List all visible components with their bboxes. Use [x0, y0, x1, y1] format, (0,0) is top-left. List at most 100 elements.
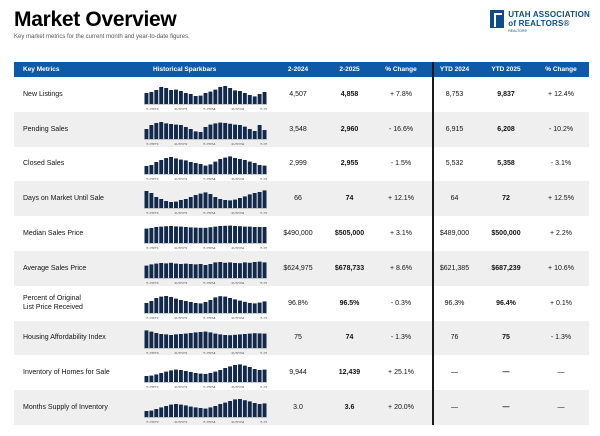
- sparkbar: [252, 303, 257, 313]
- sparkbar: [193, 373, 198, 383]
- value-ytd-curr: 6,208: [497, 125, 515, 133]
- value-month-change: - 1.3%: [390, 334, 412, 342]
- sparkbar: [144, 411, 149, 418]
- sparkbar: [208, 124, 213, 139]
- header-ytd-curr: YTD 2025: [491, 66, 521, 73]
- value-ytd-prev: 96.3%: [444, 299, 465, 307]
- sparkbar: [228, 297, 233, 313]
- table-row: Housing Affordability Index 2-2023 8-2023 2…: [14, 320, 589, 356]
- value-ytd-change: - 1.3%: [550, 334, 572, 342]
- sparkbar-tick-label: 8-2023: [175, 315, 188, 319]
- header-ytd-prev: YTD 2024: [439, 66, 470, 73]
- sparkbar: [228, 88, 233, 104]
- sparkbar: [242, 400, 247, 418]
- sparkbar: [247, 401, 252, 418]
- value-prev-month: 96.8%: [288, 299, 308, 307]
- metric-label: Inventory of Homes for Sale: [23, 368, 142, 377]
- sparkbar: [213, 297, 218, 313]
- sparkbar-tick-label: 8-2024: [232, 141, 245, 145]
- sparkbar-tick-label: 8-2023: [175, 141, 188, 145]
- metric-label-line: Median Sales Price: [23, 230, 84, 238]
- metric-label: Days on Market Until Sale: [23, 194, 142, 203]
- table-row: Closed Sales2-20238-20232-20248-20242-20…: [14, 147, 589, 182]
- sparkbar: [228, 155, 233, 174]
- sparkbar: [183, 405, 188, 418]
- sparkbar: [257, 94, 262, 104]
- sparkbar: [237, 364, 242, 383]
- value-curr-month: 4,858: [340, 90, 359, 98]
- sparkbar: [223, 402, 228, 418]
- sparkbar-tick-label: 8-2023: [175, 350, 188, 354]
- sparkbar: [144, 329, 149, 348]
- sparkbar: [203, 165, 208, 174]
- sparkbar: [154, 197, 159, 209]
- sparkbar: [154, 263, 159, 278]
- metric-label: Median Sales Price: [23, 229, 142, 238]
- sparkbar: [218, 333, 223, 348]
- sparkbar: [169, 156, 174, 174]
- metric-name: New Listings: [14, 90, 142, 99]
- sparkbar: [223, 296, 228, 313]
- sparkbar: [198, 303, 203, 313]
- metric-label-line: Percent of Original: [23, 295, 81, 303]
- sparkbar: [188, 94, 193, 104]
- sparkbar-cell: 2-2023 8-2023 2-2024 8-2024 2-2025: [142, 251, 269, 286]
- value-ytd-change: + 0.1%: [550, 299, 572, 307]
- logo-line-1: UTAH ASSOCIATION: [508, 10, 590, 19]
- sparkbar: [144, 376, 149, 383]
- sparkbar: [252, 369, 257, 383]
- page-title: Market Overview: [14, 8, 177, 31]
- sparkbar: [149, 124, 154, 139]
- value-ytd-curr: $500,000: [491, 230, 521, 238]
- sparkbar: [237, 91, 242, 104]
- value-ytd-prev: 5,532: [445, 160, 464, 168]
- sparkbar: [252, 193, 257, 209]
- sparkbar-tick-label: 8-2023: [175, 211, 188, 215]
- sparkbar: [164, 226, 169, 244]
- sparkbar-tick-label: 2-2025: [260, 176, 267, 180]
- sparkbar: [242, 196, 247, 209]
- sparkbar: [262, 165, 267, 174]
- sparkbar: [252, 130, 257, 139]
- sparkbar-chart: 2-2023 8-2023 2-2024 8-2024 2-2025: [144, 364, 267, 388]
- sparkbar: [159, 199, 164, 209]
- metric-label-line: New Listings: [23, 90, 63, 98]
- sparkbar: [213, 371, 218, 383]
- sparkbar: [144, 302, 149, 313]
- sparkbar: [237, 158, 242, 174]
- sparkbar: [188, 263, 193, 278]
- sparkbar: [169, 334, 174, 348]
- metric-label: New Listings: [23, 90, 142, 99]
- sparkbar: [247, 262, 252, 278]
- sparkbar: [164, 263, 169, 278]
- sparkbar: [262, 301, 267, 313]
- value-curr-month: 3.6: [344, 404, 355, 412]
- sparkbar: [188, 372, 193, 383]
- value-ytd-prev: 76: [450, 334, 459, 342]
- value-prev-month: 66: [294, 195, 302, 203]
- sparkbar: [193, 227, 198, 244]
- value-ytd-curr: 9,837: [497, 90, 515, 98]
- sparkbar-tick-label: 8-2024: [232, 350, 245, 354]
- sparkbar-tick-label: 8-2024: [232, 420, 245, 424]
- sparkbar: [198, 193, 203, 209]
- sparkbar: [169, 370, 174, 383]
- sparkbar: [169, 404, 174, 418]
- sparkbar: [237, 300, 242, 313]
- metric-name: Percent of Original List Price Received: [14, 294, 142, 312]
- table-row: Average Sales Price 2-2023 8-2023 2-2024 8-2…: [14, 250, 589, 286]
- value-prev-month: 4,507: [289, 90, 307, 98]
- sparkbar-tick-label: 2-2024: [203, 280, 216, 284]
- sparkbar: [213, 123, 218, 139]
- sparkbar: [144, 93, 149, 104]
- sparkbar: [223, 157, 228, 174]
- metric-label: Housing Affordability Index: [23, 333, 142, 342]
- table-row: Days on Market Until Sale 2-2023 8-2023 2-2…: [14, 181, 589, 217]
- sparkbar: [144, 265, 149, 278]
- sparkbar: [159, 373, 164, 383]
- header-month-change: % Change: [385, 66, 417, 73]
- sparkbar: [262, 129, 267, 139]
- sparkbar: [178, 200, 183, 209]
- sparkbar: [178, 370, 183, 383]
- sparkbar: [149, 410, 154, 418]
